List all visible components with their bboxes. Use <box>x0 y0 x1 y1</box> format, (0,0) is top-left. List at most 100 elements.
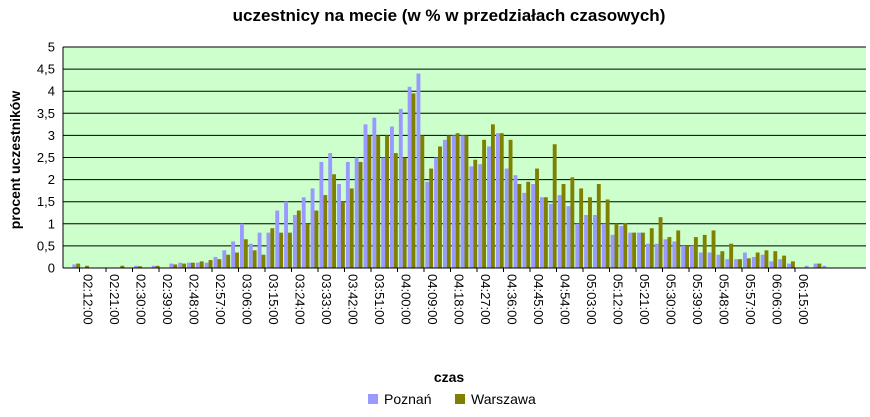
bar-pozna <box>601 223 606 268</box>
bar-pozna <box>751 256 756 268</box>
bar-warszawa <box>120 265 125 268</box>
bar-warszawa <box>323 195 328 268</box>
bar-warszawa <box>85 265 89 268</box>
bar-warszawa <box>252 250 257 268</box>
bar-warszawa <box>473 159 478 268</box>
bar-warszawa <box>314 210 319 268</box>
bar-warszawa <box>288 232 292 268</box>
bar-warszawa <box>605 199 610 268</box>
bar-warszawa <box>279 232 284 268</box>
chart-title: uczestnicy na mecie (w % w przedziałach … <box>233 6 666 25</box>
bar-pozna <box>284 201 289 268</box>
bar-warszawa <box>579 188 584 268</box>
x-tick-label: 03:15:00 <box>266 274 281 325</box>
bar-pozna <box>734 259 739 268</box>
bar-pozna <box>398 108 403 268</box>
bar-warszawa <box>411 93 416 268</box>
legend-label-poznan: Poznań <box>384 391 431 407</box>
x-tick-label: 04:27:00 <box>478 274 493 325</box>
bar-pozna <box>610 234 615 268</box>
bar-warszawa <box>455 133 460 268</box>
bar-warszawa <box>790 261 795 268</box>
bar-warszawa <box>173 264 178 268</box>
bar-pozna <box>328 153 333 268</box>
bar-pozna <box>390 126 394 268</box>
bar-warszawa <box>76 263 81 268</box>
bar-pozna <box>628 232 633 268</box>
y-tick-label: 1 <box>48 216 55 231</box>
bar-pozna <box>301 197 306 268</box>
bar-warszawa <box>332 174 337 268</box>
bar-pozna <box>319 161 324 268</box>
bar-pozna <box>672 241 677 268</box>
bar-warszawa <box>217 259 222 268</box>
bar-warszawa <box>526 181 531 268</box>
x-tick-label: 05:57:00 <box>743 274 758 325</box>
bar-pozna <box>822 265 827 268</box>
bar-warszawa <box>782 255 787 268</box>
bar-pozna <box>425 181 430 268</box>
bar-warszawa <box>746 258 751 268</box>
bar-warszawa <box>702 234 707 268</box>
bar-pozna <box>787 263 791 268</box>
x-tick-label: 02:30:00 <box>134 274 149 325</box>
bar-pozna <box>345 161 350 268</box>
bar-pozna <box>187 262 191 268</box>
bar-pozna <box>548 203 553 268</box>
y-tick-labels: 0 0,5 1 1,5 2 2,5 3 3,5 4 4,5 5 <box>37 40 55 276</box>
bar-warszawa <box>305 223 310 268</box>
bar-pozna <box>266 232 271 268</box>
bar-pozna <box>654 243 659 268</box>
x-tick-label: 05:03:00 <box>584 274 599 325</box>
bar-warszawa <box>243 239 248 268</box>
legend-swatch-warszawa <box>455 394 465 404</box>
bar-pozna <box>72 264 77 268</box>
y-axis-label: procent uczestników <box>7 91 23 230</box>
bar-warszawa <box>261 254 266 268</box>
bar-warszawa <box>376 135 381 268</box>
bar-pozna <box>240 223 244 268</box>
y-tick-label: 2 <box>48 172 55 187</box>
bar-pozna <box>716 254 721 268</box>
y-tick-label: 4,5 <box>37 62 55 77</box>
bar-warszawa <box>720 251 725 268</box>
bar-warszawa <box>561 184 566 268</box>
bar-pozna <box>504 168 509 268</box>
bar-pozna <box>451 135 456 268</box>
bar-pozna <box>769 261 774 268</box>
bar-warszawa <box>182 263 187 268</box>
bar-warszawa <box>490 124 495 268</box>
bar-warszawa <box>358 161 363 268</box>
legend: Poznań Warszawa <box>368 391 536 407</box>
bar-warszawa <box>658 217 663 268</box>
bar-pozna <box>698 252 703 268</box>
bar-warszawa <box>155 265 160 268</box>
bar-warszawa <box>623 222 628 268</box>
bar-warszawa <box>817 263 822 268</box>
bar-pozna <box>487 146 491 268</box>
bar-warszawa <box>632 232 637 268</box>
y-tick-label: 5 <box>48 40 55 55</box>
x-tick-label: 03:42:00 <box>346 274 361 325</box>
bar-pozna <box>151 265 156 268</box>
legend-label-warszawa: Warszawa <box>471 391 536 407</box>
x-tick-label: 06:15:00 <box>796 274 811 325</box>
y-tick-label: 0,5 <box>37 238 55 253</box>
bar-warszawa <box>588 197 592 268</box>
bar-warszawa <box>420 135 425 268</box>
bar-pozna <box>707 252 712 268</box>
bar-warszawa <box>226 254 231 268</box>
x-tick-label: 05:48:00 <box>717 274 732 325</box>
bar-pozna <box>416 73 421 269</box>
bar-warszawa <box>367 135 372 268</box>
bar-warszawa <box>755 252 760 268</box>
bar-warszawa <box>208 260 213 268</box>
bar-warszawa <box>446 135 451 268</box>
axes <box>62 47 866 272</box>
bar-warszawa <box>773 251 778 268</box>
x-tick-label: 05:12:00 <box>611 274 626 325</box>
bar-warszawa <box>235 252 239 268</box>
y-tick-label: 1,5 <box>37 194 55 209</box>
bar-pozna <box>760 254 765 268</box>
